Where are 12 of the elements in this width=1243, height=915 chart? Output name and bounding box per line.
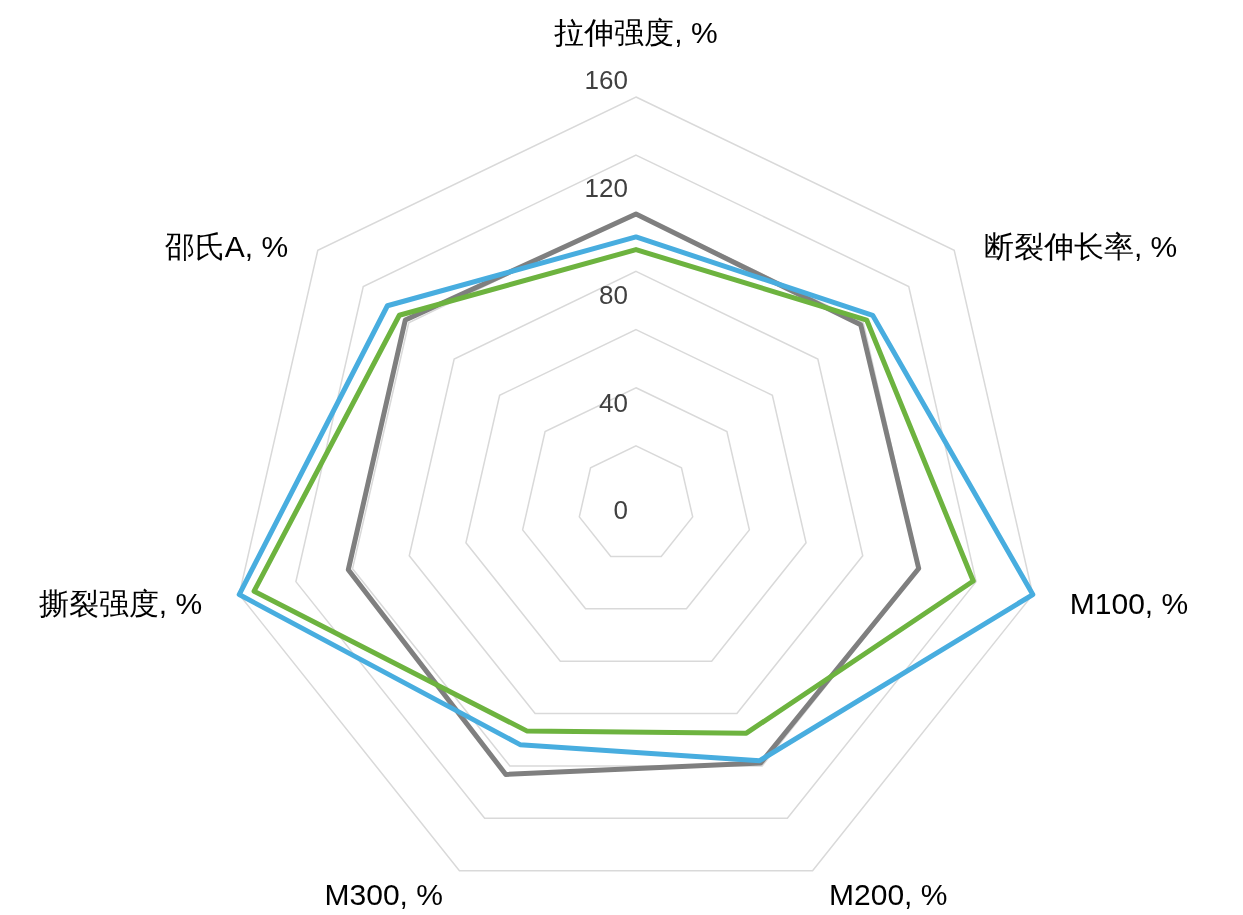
- spoke-label: 邵氏A, %: [164, 230, 289, 264]
- spoke-label: M200, %: [829, 878, 948, 912]
- spoke-label: 撕裂强度, %: [38, 586, 203, 620]
- spoke-label: 断裂伸长率, %: [983, 230, 1178, 264]
- y-tick-label: 120: [584, 172, 628, 203]
- y-tick-label: 40: [599, 387, 628, 418]
- spoke-label: 拉伸强度, %: [554, 15, 718, 49]
- y-tick-label: 0: [613, 495, 628, 525]
- y-tick-label: 160: [584, 65, 628, 95]
- y-tick-label: 80: [599, 280, 628, 310]
- spoke-label: M100, %: [1069, 586, 1189, 620]
- spoke-label: M300, %: [324, 878, 443, 912]
